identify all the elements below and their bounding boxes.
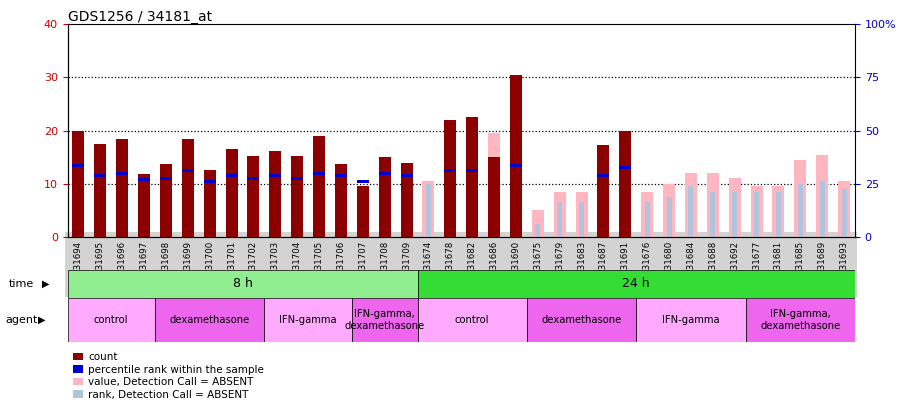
Bar [641, 192, 653, 237]
Bar [248, 177, 259, 180]
Text: dexamethasone: dexamethasone [169, 315, 250, 325]
Bar [94, 174, 106, 177]
Bar [776, 192, 781, 237]
Bar [772, 186, 785, 237]
Bar [838, 181, 850, 237]
Bar [356, 179, 369, 183]
Bar [269, 151, 282, 237]
Bar [619, 130, 631, 237]
Bar [418, 298, 526, 342]
Bar [710, 192, 716, 237]
Bar [445, 120, 456, 237]
Bar [138, 178, 150, 181]
Bar [68, 270, 418, 298]
Bar [182, 169, 194, 172]
Bar [636, 298, 745, 342]
Text: IFN-gamma: IFN-gamma [279, 315, 337, 325]
Bar [422, 181, 435, 237]
Bar [400, 162, 412, 237]
Legend: count, percentile rank within the sample, value, Detection Call = ABSENT, rank, : count, percentile rank within the sample… [73, 352, 265, 400]
Bar [426, 184, 431, 237]
Bar [795, 160, 806, 237]
Bar [532, 210, 544, 237]
Text: ▶: ▶ [42, 279, 50, 289]
Text: IFN-gamma,
dexamethasone: IFN-gamma, dexamethasone [345, 309, 425, 331]
Bar [379, 172, 391, 175]
Bar [488, 157, 500, 237]
Bar [356, 186, 369, 237]
Bar [820, 181, 824, 237]
Bar [203, 171, 216, 237]
Bar [536, 224, 540, 237]
Bar [203, 179, 216, 183]
Bar [619, 166, 631, 169]
Bar [510, 164, 522, 167]
Text: 8 h: 8 h [232, 277, 252, 290]
Bar [72, 164, 85, 167]
Bar [160, 164, 172, 237]
Bar [842, 189, 847, 237]
Text: dexamethasone: dexamethasone [542, 315, 622, 325]
Bar [418, 270, 855, 298]
Bar [265, 298, 352, 342]
Bar [488, 133, 500, 237]
Bar [663, 184, 675, 237]
Text: control: control [94, 315, 129, 325]
Bar [68, 298, 155, 342]
Bar [667, 197, 671, 237]
Bar [526, 298, 636, 342]
Bar [685, 173, 697, 237]
Bar [155, 298, 265, 342]
Bar [292, 177, 303, 180]
Bar [352, 298, 418, 342]
Bar [575, 192, 588, 237]
Bar [598, 145, 609, 237]
Bar [816, 155, 828, 237]
Bar [754, 192, 759, 237]
Bar [72, 130, 85, 237]
Bar [797, 184, 803, 237]
Text: 24 h: 24 h [623, 277, 650, 290]
Bar [706, 173, 719, 237]
Bar [733, 192, 737, 237]
Bar [379, 157, 391, 237]
Text: ▶: ▶ [38, 315, 45, 325]
Bar [729, 179, 741, 237]
Bar [116, 172, 128, 175]
Bar [445, 169, 456, 172]
Bar [554, 192, 566, 237]
Text: IFN-gamma: IFN-gamma [662, 315, 720, 325]
Bar [557, 202, 562, 237]
Bar [313, 172, 325, 175]
Bar [269, 174, 282, 177]
Bar [466, 117, 478, 237]
Bar [335, 174, 347, 177]
Bar [745, 298, 855, 342]
Bar [292, 156, 303, 237]
Text: agent: agent [5, 315, 38, 325]
Bar [400, 174, 412, 177]
Bar [751, 186, 762, 237]
Bar [248, 156, 259, 237]
Bar [226, 149, 238, 237]
Bar [116, 139, 128, 237]
Text: control: control [454, 315, 490, 325]
Bar [313, 136, 325, 237]
Bar [579, 202, 584, 237]
Bar [598, 174, 609, 177]
Text: IFN-gamma,
dexamethasone: IFN-gamma, dexamethasone [760, 309, 841, 331]
Bar [644, 202, 650, 237]
Text: time: time [9, 279, 34, 289]
Bar [688, 186, 694, 237]
Bar [94, 144, 106, 237]
Bar [226, 174, 238, 177]
Text: GDS1256 / 34181_at: GDS1256 / 34181_at [68, 10, 211, 24]
Bar [335, 164, 347, 237]
Bar [160, 177, 172, 180]
Bar [510, 75, 522, 237]
Bar [182, 139, 194, 237]
Bar [466, 169, 478, 172]
Bar [138, 174, 150, 237]
